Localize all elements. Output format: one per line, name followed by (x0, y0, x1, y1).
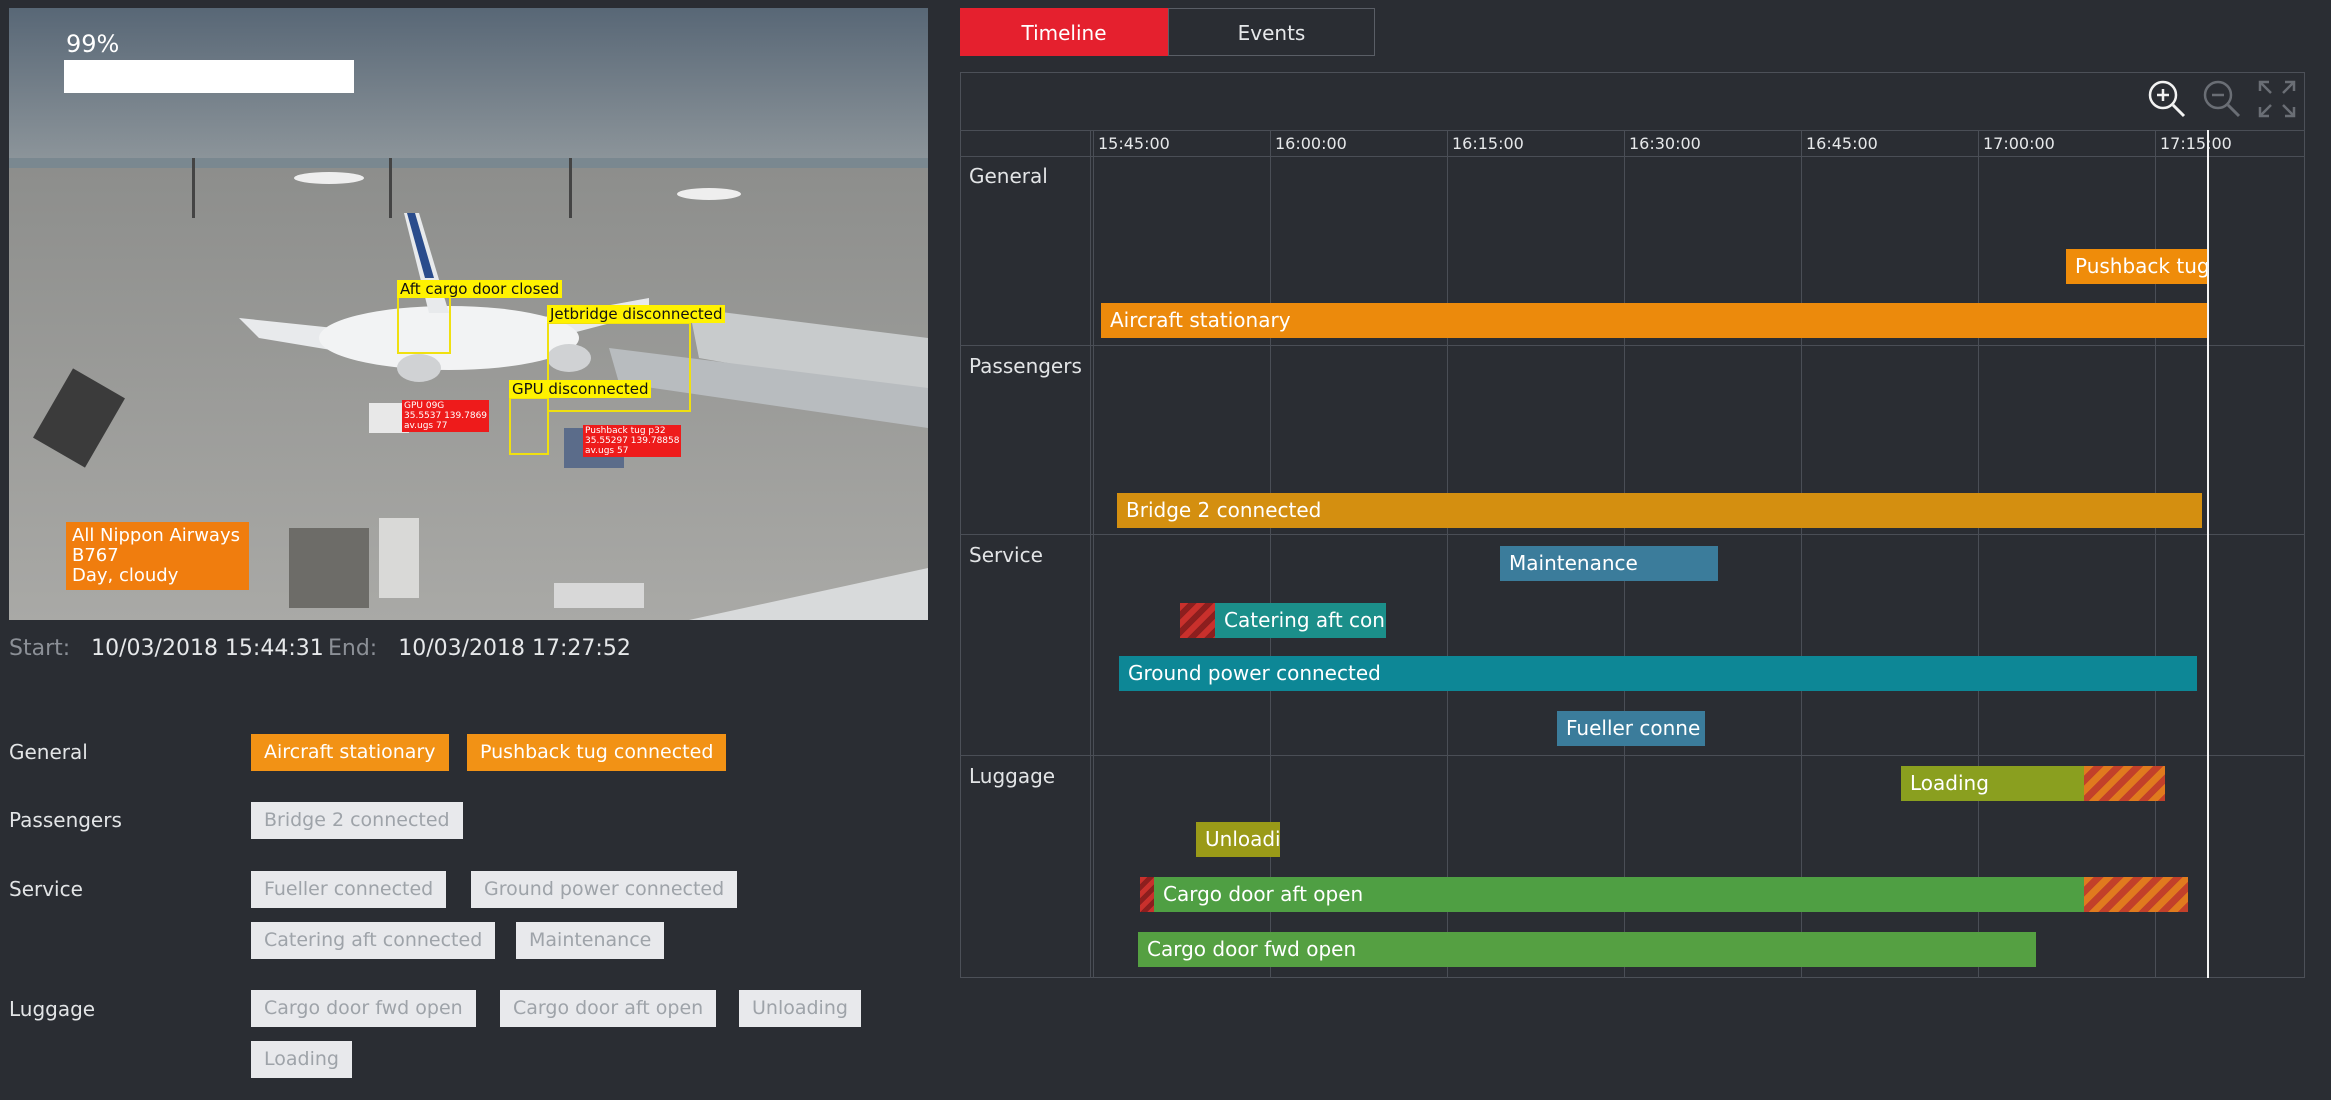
fit-screen-icon[interactable] (2256, 78, 2298, 120)
detection-box-aft-cargo (397, 294, 451, 354)
bar-cargo-door-fwd-open[interactable]: Cargo door fwd open (1138, 932, 2036, 967)
chip-bridge-2-connected[interactable]: Bridge 2 connected (251, 802, 463, 839)
chip-ground-power-connected[interactable]: Ground power connected (471, 871, 738, 908)
bar-catering-aft-con[interactable]: Catering aft con (1215, 603, 1386, 638)
category-service: Service (9, 877, 83, 901)
tick-label: 16:45:00 (1806, 134, 1878, 153)
end-time: End: 10/03/2018 17:27:52 (328, 636, 631, 661)
bar-catering-aft-delay-hatch (1180, 603, 1215, 638)
bar-cargo-door-aft-open[interactable]: Cargo door aft open (1154, 877, 2084, 912)
category-passengers: Passengers (9, 808, 122, 832)
row-label-service: Service (969, 543, 1043, 567)
row-label-passengers: Passengers (969, 354, 1082, 378)
conditions: Day, cloudy (72, 565, 179, 586)
tick-label: 16:30:00 (1629, 134, 1701, 153)
airline-name: All Nippon Airways (72, 525, 240, 546)
camera-feed: 99% Aft cargo door closed Jetbridge disc… (9, 8, 928, 620)
bar-unloadi[interactable]: Unloadi (1196, 822, 1280, 857)
chip-aircraft-stationary[interactable]: Aircraft stationary (251, 734, 449, 771)
tick-grid-line (1978, 130, 1979, 978)
tick-label: 16:00:00 (1275, 134, 1347, 153)
detection-box-jetbridge (547, 322, 691, 412)
tick-grid-line (1093, 130, 1094, 978)
chip-unloading[interactable]: Unloading (739, 990, 861, 1027)
bar-aircraft-stationary[interactable]: Aircraft stationary (1101, 303, 2207, 338)
detection-tag-pushback: Pushback tug p32 35.55297 139.78858 av.u… (583, 425, 682, 457)
category-general: General (9, 740, 88, 764)
tab-events[interactable]: Events (1168, 8, 1375, 56)
grid-line-header-bottom (960, 156, 2305, 157)
timeline-panel (960, 72, 2305, 978)
bar-pushback-tug[interactable]: Pushback tug (2066, 249, 2207, 284)
detection-label-aft-cargo: Aft cargo door closed (397, 280, 563, 298)
chip-loading[interactable]: Loading (251, 1041, 352, 1078)
row-label-general: General (969, 164, 1048, 188)
current-time-cursor[interactable] (2207, 130, 2209, 978)
category-luggage: Luggage (9, 997, 96, 1021)
tick-label: 15:45:00 (1098, 134, 1170, 153)
chip-fueller-connected[interactable]: Fueller connected (251, 871, 447, 908)
tick-grid-line (2155, 130, 2156, 978)
tick-grid-line (1801, 130, 1802, 978)
bar-ground-power-connected[interactable]: Ground power connected (1119, 656, 2197, 691)
zoom-in-icon[interactable] (2146, 78, 2188, 120)
detection-box-gpu (509, 397, 549, 455)
bar-cargo-aft-delay-hatch-start (1140, 877, 1154, 912)
detection-tag-gpu: GPU 09G 35.5537 139.7869 av.ugs 77 (402, 400, 490, 432)
tick-grid-line (1270, 130, 1271, 978)
row-label-luggage: Luggage (969, 764, 1056, 788)
grid-line-row (960, 534, 2305, 535)
tick-grid-line (1447, 130, 1448, 978)
bar-loading[interactable]: Loading (1901, 766, 2084, 801)
chip-maintenance[interactable]: Maintenance (516, 922, 665, 959)
detection-label-gpu: GPU disconnected (509, 380, 652, 398)
tab-timeline[interactable]: Timeline (960, 8, 1168, 56)
confidence-bar (64, 60, 354, 93)
start-time: Start: 10/03/2018 15:44:31 (9, 636, 324, 661)
bar-bridge-2-connected[interactable]: Bridge 2 connected (1117, 493, 2202, 528)
chip-catering-aft-connected[interactable]: Catering aft connected (251, 922, 496, 959)
grid-line-header-top (960, 130, 2305, 131)
bar-maintenance[interactable]: Maintenance (1500, 546, 1718, 581)
bar-cargo-aft-delay-hatch-end (2084, 877, 2188, 912)
tick-label: 17:00:00 (1983, 134, 2055, 153)
chip-cargo-door-fwd-open[interactable]: Cargo door fwd open (251, 990, 476, 1027)
flight-info-box: All Nippon Airways B767 Day, cloudy (66, 522, 249, 590)
detection-confidence: 99% (66, 30, 120, 58)
chip-cargo-door-aft-open[interactable]: Cargo door aft open (500, 990, 717, 1027)
zoom-out-icon[interactable] (2201, 78, 2243, 120)
chip-pushback-tug-connected[interactable]: Pushback tug connected (467, 734, 727, 771)
grid-line-row (960, 755, 2305, 756)
label-column-divider (1090, 130, 1091, 978)
tick-label: 17:15:00 (2160, 134, 2232, 153)
bar-fueller-conne[interactable]: Fueller conne (1557, 711, 1705, 746)
grid-line-row (960, 345, 2305, 346)
detection-label-jetbridge: Jetbridge disconnected (547, 305, 726, 323)
tick-label: 16:15:00 (1452, 134, 1524, 153)
aircraft-type: B767 (72, 545, 119, 566)
bar-loading-delay-hatch (2084, 766, 2165, 801)
